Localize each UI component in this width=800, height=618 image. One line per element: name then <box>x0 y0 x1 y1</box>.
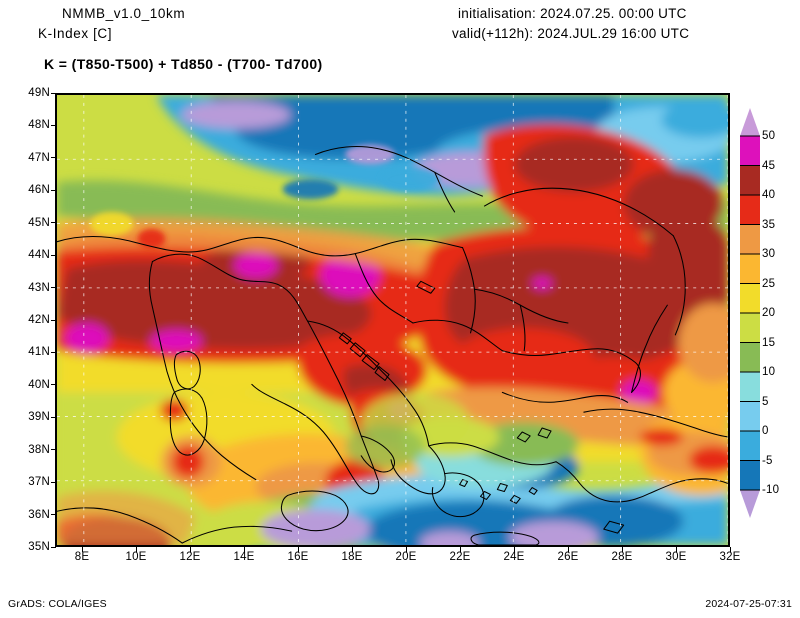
lat-tick-mark <box>51 481 56 483</box>
lon-tick-mark <box>729 547 731 552</box>
colorbar-over-arrow <box>740 108 760 136</box>
lon-tick-label: 12E <box>179 551 201 563</box>
lat-tick-label: 42N <box>28 314 50 326</box>
lon-tick-mark <box>513 547 515 552</box>
lat-tick-label: 40N <box>28 378 50 391</box>
lat-tick-mark <box>51 351 56 353</box>
colorbar-band <box>740 342 760 373</box>
lat-tick-mark <box>51 449 56 451</box>
lat-tick-mark <box>51 384 56 386</box>
lat-tick-label: 49N <box>28 87 50 99</box>
formula-text: K = (T850-T500) + Td850 - (T700- Td700) <box>44 56 323 72</box>
lat-tick-label: 36N <box>28 508 50 521</box>
lon-tick-label: 28E <box>611 551 633 563</box>
lat-tick-mark <box>51 254 56 256</box>
colorbar-tick-label: 50 <box>762 130 776 142</box>
lon-tick-label: 30E <box>665 551 687 563</box>
lon-tick-label: 8E <box>74 551 90 563</box>
render-timestamp: 2024-07-25-07:31 <box>705 598 792 610</box>
colorbar-band <box>740 401 760 432</box>
colorbar-tick-label: 15 <box>762 336 776 349</box>
lon-tick-mark <box>243 547 245 552</box>
lon-tick-mark <box>189 547 191 552</box>
lat-tick-mark <box>51 287 56 289</box>
colorbar-swatches <box>740 108 760 518</box>
colorbar-band <box>740 224 760 255</box>
colorbar-tick-label: 5 <box>762 395 769 408</box>
grads-credit: GrADS: COLA/IGES <box>8 598 107 610</box>
lat-tick-mark <box>51 189 56 191</box>
lon-tick-mark <box>621 547 623 552</box>
colorbar-tick-label: -5 <box>762 454 773 467</box>
lat-tick-label: 43N <box>28 281 50 294</box>
lat-tick-mark <box>51 514 56 516</box>
colorbar-tick-label: 35 <box>762 218 776 231</box>
lon-tick-mark <box>567 547 569 552</box>
lon-tick-label: 32E <box>719 551 741 563</box>
lat-tick-mark <box>51 157 56 159</box>
colorbar-tick-label: 45 <box>762 159 776 172</box>
map-plot-area[interactable] <box>55 93 730 547</box>
lat-tick-mark <box>51 319 56 321</box>
lat-tick-label: 44N <box>28 249 50 262</box>
lon-tick-label: 24E <box>503 551 525 563</box>
colorbar-band <box>740 460 760 491</box>
lat-tick-label: 48N <box>28 119 50 132</box>
k-index-field <box>57 95 728 545</box>
colorbar-under-arrow <box>740 490 760 518</box>
lon-tick-label: 10E <box>125 551 147 563</box>
initialisation-time: initialisation: 2024.07.25. 00:00 UTC <box>458 6 687 21</box>
colorbar-band <box>740 372 760 402</box>
lon-tick-label: 18E <box>341 551 363 563</box>
lon-tick-mark <box>135 547 137 552</box>
colorbar-band <box>740 165 760 196</box>
colorbar-tick-label: 20 <box>762 307 776 319</box>
lat-tick-mark <box>51 92 56 94</box>
colorbar-tick-label: 30 <box>762 248 776 260</box>
colorbar-tick-label: 0 <box>762 425 769 437</box>
lat-tick-label: 35N <box>28 541 50 553</box>
lat-tick-mark <box>51 124 56 126</box>
lon-tick-mark <box>459 547 461 552</box>
lat-tick-label: 39N <box>28 411 50 424</box>
lon-tick-label: 16E <box>287 551 309 563</box>
colorbar-band <box>740 195 760 225</box>
lon-tick-label: 20E <box>395 551 417 563</box>
lat-tick-mark <box>51 416 56 418</box>
lat-tick-label: 41N <box>28 346 50 359</box>
colorbar[interactable]: 50 45 40 35 30 25 20 15 10 5 0 -5 -10 <box>740 108 798 518</box>
lat-tick-label: 46N <box>28 184 50 197</box>
valid-time: valid(+112h): 2024.JUL.29 16:00 UTC <box>452 26 690 41</box>
colorbar-band <box>740 136 760 166</box>
colorbar-band <box>740 283 760 314</box>
colorbar-tick-label: 10 <box>762 366 776 378</box>
lat-tick-mark <box>51 222 56 224</box>
lat-tick-label: 37N <box>28 476 50 489</box>
lon-tick-label: 22E <box>449 551 471 563</box>
lon-tick-mark <box>675 547 677 552</box>
colorbar-tick-label: 25 <box>762 277 776 290</box>
field-name: K-Index [C] <box>38 26 113 41</box>
lat-tick-label: 38N <box>28 443 50 456</box>
lon-tick-mark <box>81 547 83 552</box>
graticule <box>57 95 728 545</box>
lon-tick-mark <box>297 547 299 552</box>
lat-tick-mark <box>51 546 56 548</box>
lat-tick-label: 47N <box>28 151 50 164</box>
model-name: NMMB_v1.0_10km <box>62 6 186 21</box>
lon-tick-label: 26E <box>557 551 579 563</box>
colorbar-tick-label: 40 <box>762 189 776 201</box>
lon-tick-mark <box>351 547 353 552</box>
colorbar-band <box>740 431 760 461</box>
lon-tick-mark <box>405 547 407 552</box>
colorbar-band <box>740 313 760 343</box>
colorbar-tick-label: -10 <box>762 484 780 496</box>
lat-tick-label: 45N <box>28 216 50 229</box>
lon-tick-label: 14E <box>233 551 255 563</box>
colorbar-band <box>740 254 760 284</box>
